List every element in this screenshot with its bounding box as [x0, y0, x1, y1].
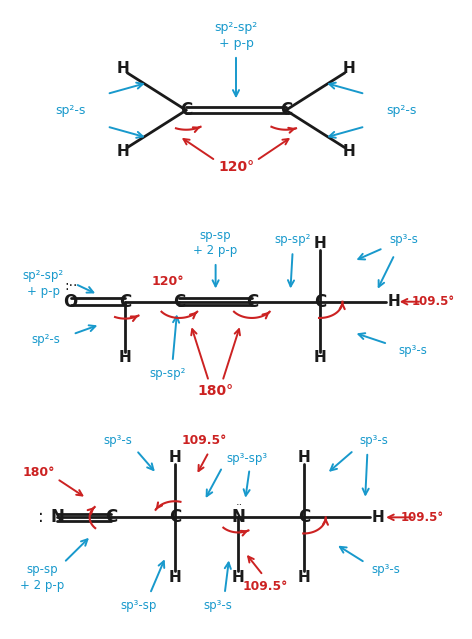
- Text: 120°: 120°: [152, 275, 185, 288]
- Text: 180°: 180°: [198, 384, 234, 398]
- Text: sp²-s: sp²-s: [55, 104, 86, 117]
- Text: O: O: [64, 293, 78, 311]
- Text: sp³-s: sp³-s: [104, 434, 133, 447]
- Text: H: H: [116, 61, 129, 77]
- Text: 180°: 180°: [23, 466, 55, 479]
- Text: ··: ··: [236, 500, 243, 509]
- Text: H: H: [297, 450, 311, 465]
- Text: + 2 p-p: + 2 p-p: [194, 244, 238, 257]
- Text: sp²-s: sp²-s: [386, 104, 417, 117]
- Text: sp³-sp³: sp³-sp³: [227, 452, 268, 465]
- Text: sp-sp: sp-sp: [200, 229, 231, 242]
- Text: C: C: [180, 101, 192, 119]
- Text: sp²-sp²: sp²-sp²: [214, 21, 258, 34]
- Text: H: H: [343, 61, 356, 77]
- Text: N: N: [50, 509, 64, 527]
- Text: sp³-s: sp³-s: [371, 563, 400, 576]
- FancyBboxPatch shape: [3, 214, 469, 415]
- Text: sp³-s: sp³-s: [360, 434, 388, 447]
- Text: + p-p: + p-p: [27, 285, 60, 298]
- Text: 109.5°: 109.5°: [400, 511, 443, 524]
- Text: :··: :··: [64, 279, 78, 293]
- Text: C: C: [173, 293, 185, 311]
- Text: + 2 p-p: + 2 p-p: [20, 579, 64, 592]
- Text: 109.5°: 109.5°: [182, 434, 227, 447]
- Text: 109.5°: 109.5°: [412, 295, 455, 308]
- Text: H: H: [297, 569, 311, 585]
- Text: :: :: [38, 509, 44, 527]
- FancyBboxPatch shape: [3, 419, 469, 626]
- Text: C: C: [169, 509, 181, 527]
- Text: H: H: [232, 569, 244, 585]
- Text: sp³-sp: sp³-sp: [120, 599, 157, 612]
- Text: C: C: [119, 293, 131, 311]
- Text: C: C: [314, 293, 326, 311]
- Text: H: H: [116, 144, 129, 159]
- Text: sp³-s: sp³-s: [389, 233, 418, 247]
- Text: C: C: [280, 101, 292, 119]
- Text: sp³-s: sp³-s: [203, 599, 232, 612]
- FancyBboxPatch shape: [3, 10, 469, 211]
- Text: sp²-sp²: sp²-sp²: [23, 269, 64, 282]
- Text: sp-sp²: sp-sp²: [274, 233, 311, 247]
- Text: sp-sp: sp-sp: [26, 563, 58, 576]
- Text: H: H: [313, 350, 326, 366]
- Text: H: H: [118, 350, 131, 366]
- Text: sp-sp²: sp-sp²: [150, 367, 186, 380]
- Text: 109.5°: 109.5°: [243, 580, 288, 592]
- Text: C: C: [298, 509, 310, 527]
- Text: sp²-s: sp²-s: [31, 332, 60, 346]
- Text: H: H: [371, 510, 384, 525]
- Text: 120°: 120°: [218, 160, 254, 174]
- Text: H: H: [388, 294, 400, 309]
- Text: sp³-s: sp³-s: [398, 344, 427, 357]
- Text: H: H: [169, 450, 181, 465]
- Text: C: C: [246, 293, 258, 311]
- Text: H: H: [169, 569, 181, 585]
- Text: N: N: [231, 509, 245, 527]
- Text: C: C: [105, 509, 118, 527]
- Text: + p-p: + p-p: [219, 37, 253, 50]
- Text: H: H: [313, 236, 326, 251]
- Text: H: H: [343, 144, 356, 159]
